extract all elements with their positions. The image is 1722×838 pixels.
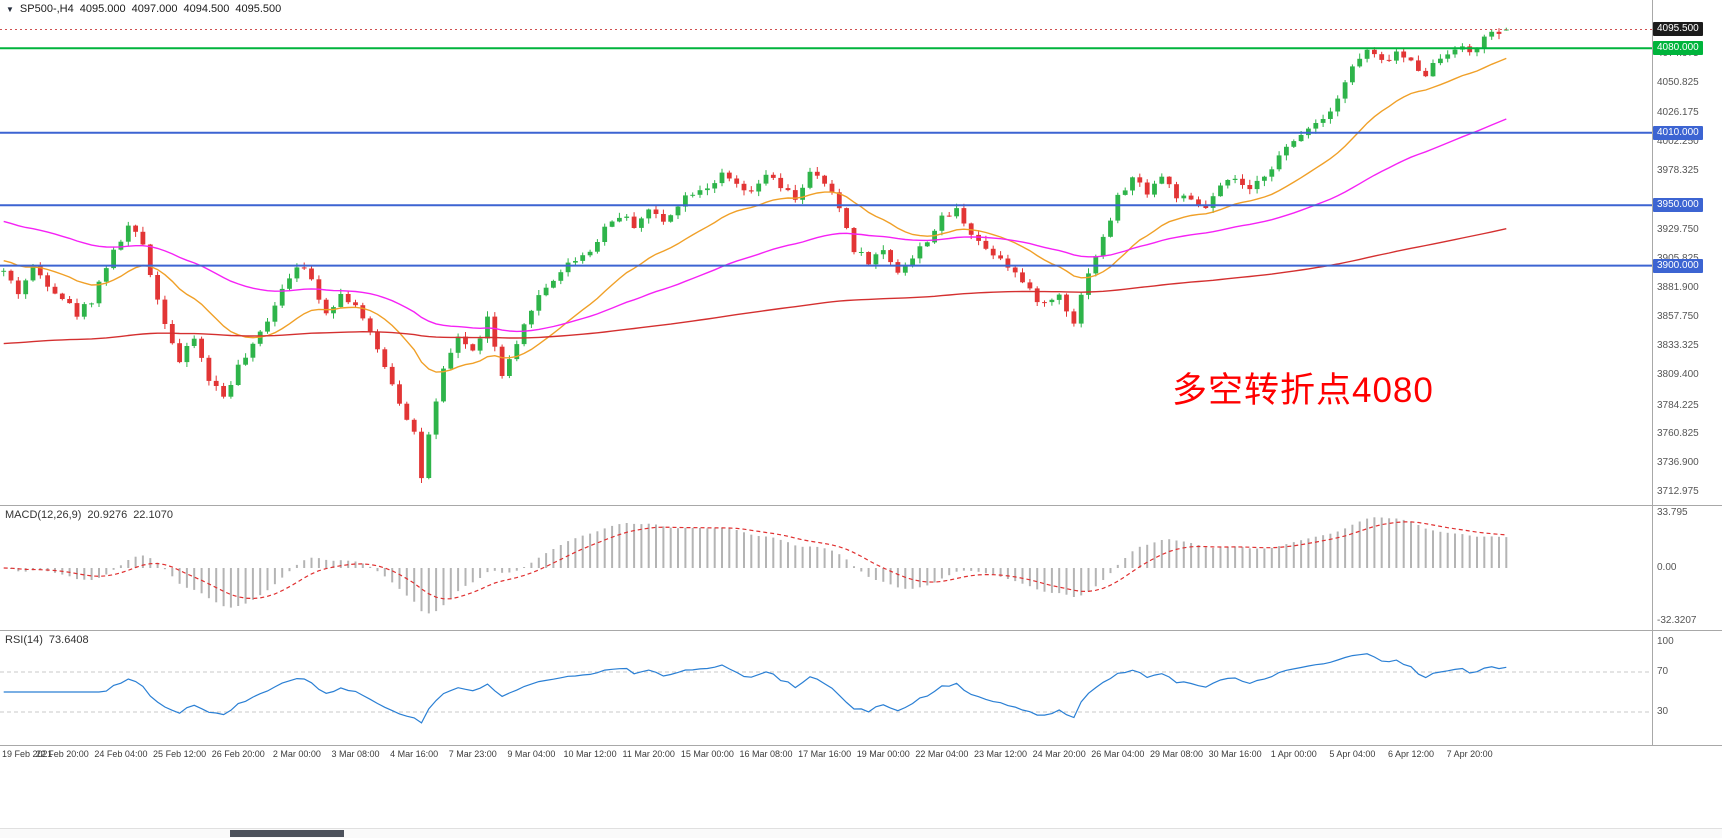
time-axis-label: 22 Mar 04:00 [915, 749, 969, 759]
time-axis-label: 6 Apr 12:00 [1388, 749, 1435, 759]
symbol-dropdown-icon[interactable]: ▼ [6, 4, 14, 14]
ohlc-high-value: 4097.000 [131, 3, 178, 15]
time-axis-label: 24 Mar 20:00 [1032, 749, 1086, 759]
price-tick-label: 3760.825 [1657, 427, 1699, 439]
rsi-indicator-label: RSI(14) 73.6408 [5, 634, 89, 646]
time-axis-label: 19 Mar 00:00 [856, 749, 910, 759]
symbol-timeframe-label: SP500-,H4 [19, 3, 74, 15]
macd-signal-value: 22.1070 [133, 509, 173, 521]
rsi-group [0, 653, 1652, 724]
price-tick-label: 3809.400 [1657, 369, 1699, 381]
time-axis-label: 11 Mar 20:00 [622, 749, 675, 759]
horizontal-scrollbar-track[interactable] [0, 828, 1722, 838]
price-level-badge: 4080.000 [1653, 41, 1703, 56]
time-axis-label: 29 Mar 08:00 [1149, 749, 1203, 759]
time-axis-label: 9 Mar 04:00 [507, 749, 556, 759]
price-level-badge: 4010.000 [1653, 125, 1703, 140]
horizontal-scrollbar-thumb[interactable] [230, 830, 344, 837]
time-axis-label: 26 Feb 20:00 [211, 749, 265, 759]
time-axis-label: 26 Mar 04:00 [1091, 749, 1145, 759]
time-axis-label: 2 Mar 00:00 [272, 749, 321, 759]
rsi-tick-label: 100 [1657, 636, 1674, 647]
price-tick-label: 4026.175 [1657, 107, 1699, 119]
time-axis-label: 10 Mar 12:00 [563, 749, 617, 759]
price-tick-label: 3978.325 [1657, 165, 1699, 177]
price-tick-label: 3784.225 [1657, 399, 1699, 411]
rsi-name: RSI(14) [5, 634, 43, 646]
panel-separators[interactable] [0, 0, 1722, 746]
price-tick-label: 3857.750 [1657, 310, 1699, 322]
symbol-info-bar: ▼ SP500-,H4 4095.000 4097.000 4094.500 4… [6, 3, 281, 15]
time-axis-label: 5 Apr 04:00 [1329, 749, 1376, 759]
price-levels-group[interactable] [0, 29, 1652, 267]
price-tick-label: 4002.250 [1657, 136, 1699, 148]
time-axis-label: 15 Mar 00:00 [680, 749, 734, 759]
price-level-badge: 3950.000 [1653, 198, 1703, 213]
ohlc-open-value: 4095.000 [79, 3, 126, 15]
price-tick-label: 4050.825 [1657, 77, 1699, 89]
price-level-badge: 3900.000 [1653, 258, 1703, 273]
macd-tick-label: 33.795 [1657, 506, 1688, 518]
price-tick-label: 3881.900 [1657, 281, 1699, 293]
time-axis-label: 25 Feb 12:00 [153, 749, 207, 759]
moving-averages-group [3, 57, 1507, 373]
price-tick-label: 3929.750 [1657, 223, 1699, 235]
time-axis-label: 19 Feb 2021 [2, 749, 53, 759]
time-axis-label: 7 Mar 23:00 [448, 749, 497, 759]
macd-group [3, 517, 1508, 614]
time-axis-label: 3 Mar 08:00 [331, 749, 380, 759]
time-axis-label: 22 Feb 20:00 [35, 749, 89, 759]
time-axis-label: 4 Mar 16:00 [390, 749, 439, 759]
macd-name: MACD(12,26,9) [5, 509, 82, 521]
price-tick-label: 3712.975 [1657, 485, 1699, 497]
time-axis-label: 16 Mar 08:00 [739, 749, 793, 759]
macd-tick-label: 0.00 [1657, 562, 1677, 573]
rsi-value: 73.6408 [48, 634, 89, 646]
time-axis-label: 17 Mar 16:00 [798, 749, 852, 759]
macd-main-value: 20.9276 [87, 509, 128, 521]
price-tick-label: 3905.825 [1657, 253, 1699, 264]
price-tick-label: 3736.900 [1657, 456, 1699, 468]
time-axis-label: 1 Apr 00:00 [1270, 749, 1317, 759]
time-axis-label: 7 Apr 20:00 [1446, 749, 1493, 759]
time-axis-label: 30 Mar 16:00 [1208, 749, 1262, 759]
price-tick-label: 3833.325 [1657, 340, 1699, 352]
time-axis-label: 23 Mar 12:00 [974, 749, 1028, 759]
macd-tick-label: -32.3207 [1657, 614, 1697, 626]
price-level-badge: 4095.500 [1653, 22, 1703, 37]
macd-indicator-label: MACD(12,26,9) 20.9276 22.1070 [5, 509, 173, 521]
rsi-tick-label: 70 [1657, 666, 1669, 677]
ohlc-low-value: 4094.500 [183, 3, 230, 15]
ohlc-close-value: 4095.500 [235, 3, 282, 15]
annotation-text[interactable]: 多空转折点4080 [1172, 371, 1434, 410]
time-axis-label: 24 Feb 04:00 [94, 749, 148, 759]
rsi-tick-label: 30 [1657, 706, 1669, 717]
